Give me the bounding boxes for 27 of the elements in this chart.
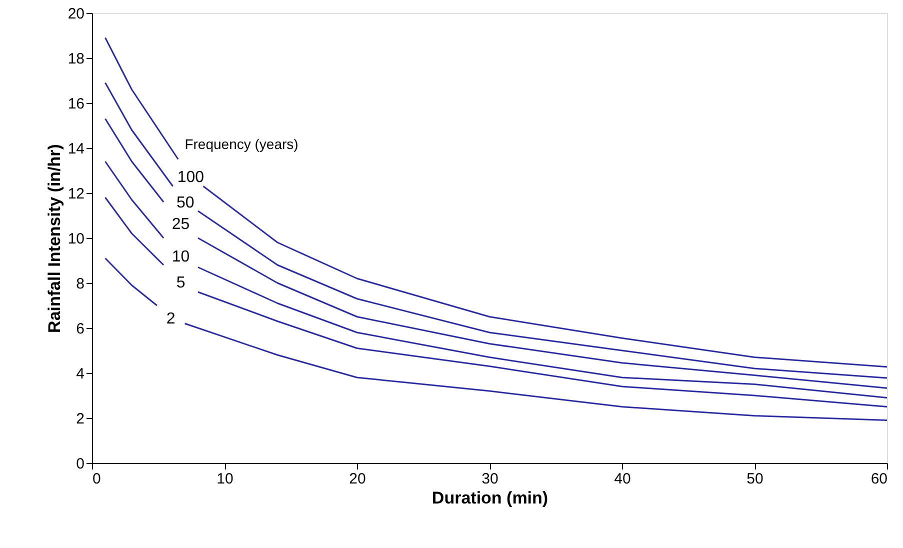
- x-axis-title: Duration (min): [432, 488, 548, 508]
- y-tick-label: 18: [68, 50, 84, 68]
- x-tick-label: 50: [746, 470, 764, 488]
- y-tick-label: 20: [68, 6, 84, 22]
- y-tick-label: 6: [76, 320, 84, 338]
- x-tick-label: 10: [216, 470, 234, 488]
- y-tick-label: 12: [68, 186, 84, 202]
- x-tick-label: 30: [482, 470, 498, 488]
- series-label: 100: [177, 168, 204, 186]
- x-tick-label: 60: [870, 470, 888, 488]
- legend-title: Frequency (years): [184, 136, 298, 152]
- series-label: 5: [176, 274, 186, 292]
- y-tick-label: 8: [76, 276, 84, 292]
- series-label: 50: [176, 194, 194, 212]
- series-label: 10: [172, 248, 190, 266]
- y-tick-label: 16: [68, 96, 84, 112]
- y-tick-label: 4: [76, 366, 84, 382]
- y-tick-label: 14: [68, 140, 84, 158]
- series-label: 25: [172, 216, 190, 233]
- series-label: 2: [166, 310, 176, 328]
- y-tick-label: 0: [76, 456, 84, 472]
- y-axis-title: Rainfall Intensity (in/hr): [44, 144, 64, 333]
- y-tick-label: 10: [68, 230, 84, 248]
- x-tick-label: 20: [349, 470, 366, 488]
- y-tick-label: 2: [76, 410, 84, 428]
- x-tick-label: 0: [92, 470, 101, 488]
- x-tick-label: 40: [614, 470, 631, 488]
